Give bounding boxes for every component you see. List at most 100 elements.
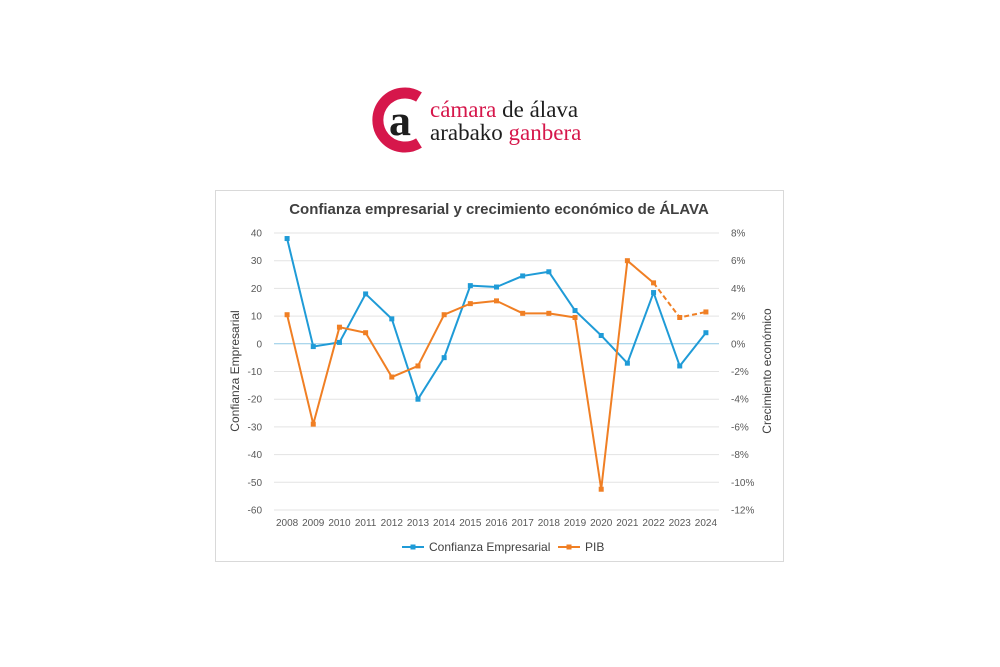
data-point bbox=[651, 280, 657, 286]
data-point bbox=[520, 310, 526, 316]
data-point bbox=[651, 290, 657, 296]
series bbox=[284, 236, 709, 492]
y-tick-label: -50 bbox=[248, 478, 263, 489]
chart-container: Confianza empresarial y crecimiento econ… bbox=[215, 190, 784, 562]
data-point bbox=[389, 374, 395, 380]
chart-svg: Confianza empresarial y crecimiento econ… bbox=[228, 201, 774, 554]
data-point bbox=[546, 269, 552, 275]
data-point bbox=[336, 324, 342, 330]
logo-text-ganbera: ganbera bbox=[508, 120, 582, 145]
y2-tick-label: -8% bbox=[731, 450, 749, 461]
y2-tick-label: -10% bbox=[731, 478, 754, 489]
data-point bbox=[677, 314, 683, 320]
data-point bbox=[415, 363, 421, 369]
y-tick-label: 30 bbox=[251, 256, 263, 267]
x-tick-label: 2017 bbox=[512, 518, 535, 529]
logo-line-2: arabako ganbera bbox=[430, 121, 581, 145]
y-tick-label: 20 bbox=[251, 284, 263, 295]
x-tick-label: 2021 bbox=[616, 518, 639, 529]
x-tick-label: 2019 bbox=[564, 518, 587, 529]
x-tick-label: 2014 bbox=[433, 518, 456, 529]
legend-item-confianza-empresarial: Confianza Empresarial bbox=[402, 540, 550, 554]
data-point bbox=[703, 309, 709, 315]
axes: 403020100-10-20-30-40-50-608%6%4%2%0%-2%… bbox=[248, 229, 755, 530]
data-point bbox=[624, 360, 630, 366]
y-tick-label: -10 bbox=[248, 367, 263, 378]
legend-label: PIB bbox=[585, 540, 604, 554]
x-tick-label: 2015 bbox=[459, 518, 482, 529]
y-tick-label: -20 bbox=[248, 395, 263, 406]
x-tick-label: 2012 bbox=[381, 518, 404, 529]
camara-alava-logo: a cámara de álava arabako ganbera bbox=[370, 85, 590, 160]
series-line bbox=[286, 238, 707, 401]
y2-tick-label: -12% bbox=[731, 506, 754, 517]
data-point bbox=[572, 314, 578, 320]
x-tick-label: 2016 bbox=[485, 518, 508, 529]
x-tick-label: 2020 bbox=[590, 518, 613, 529]
data-point bbox=[310, 421, 316, 427]
data-point bbox=[494, 284, 499, 290]
y2-tick-label: 6% bbox=[731, 256, 746, 267]
series-confianza-empresarial bbox=[284, 236, 709, 402]
chart-title: Confianza empresarial y crecimiento econ… bbox=[289, 201, 709, 218]
y2-tick-label: 0% bbox=[731, 339, 746, 350]
logo-text-camara: cámara bbox=[430, 97, 497, 122]
data-point bbox=[336, 339, 342, 345]
logo-text-de-alava: de álava bbox=[502, 97, 579, 122]
x-tick-label: 2023 bbox=[669, 518, 692, 529]
data-point bbox=[467, 283, 473, 289]
legend-marker bbox=[410, 544, 416, 550]
data-point bbox=[363, 330, 369, 336]
y-tick-label: -30 bbox=[248, 422, 263, 433]
logo-line-1: cámara de álava bbox=[430, 98, 578, 122]
legend-label: Confianza Empresarial bbox=[429, 540, 550, 554]
series-pib bbox=[284, 258, 709, 492]
y2-tick-label: 4% bbox=[731, 284, 746, 295]
data-point bbox=[310, 344, 316, 350]
data-point bbox=[546, 310, 552, 316]
y2-tick-label: -4% bbox=[731, 395, 749, 406]
y-tick-label: 0 bbox=[256, 339, 262, 350]
legend-marker bbox=[566, 544, 572, 550]
legend: Confianza Empresarial PIB bbox=[402, 540, 604, 554]
data-point bbox=[284, 312, 290, 318]
data-point bbox=[703, 330, 709, 336]
data-point bbox=[467, 301, 473, 307]
legend-item-pib: PIB bbox=[558, 540, 604, 554]
y-tick-label: -40 bbox=[248, 450, 263, 461]
data-point bbox=[598, 332, 604, 338]
y-tick-label: 10 bbox=[251, 312, 263, 323]
x-tick-label: 2008 bbox=[276, 518, 299, 529]
data-point bbox=[677, 363, 683, 369]
data-point bbox=[363, 291, 369, 297]
x-tick-label: 2013 bbox=[407, 518, 430, 529]
logo-text-arabako: arabako bbox=[430, 120, 503, 145]
y-axis-title: Confianza Empresarial bbox=[228, 310, 242, 431]
y-tick-label: 40 bbox=[251, 229, 263, 240]
data-point bbox=[389, 316, 395, 322]
data-point bbox=[415, 396, 421, 402]
x-tick-label: 2011 bbox=[355, 518, 377, 529]
y2-tick-label: -2% bbox=[731, 367, 749, 378]
y-tick-label: -60 bbox=[248, 506, 263, 517]
data-point bbox=[520, 273, 526, 279]
gridlines bbox=[274, 232, 719, 511]
data-point bbox=[441, 355, 447, 361]
y2-tick-label: 8% bbox=[731, 229, 746, 240]
camara-logo-mark-icon: a bbox=[372, 87, 422, 153]
y2-tick-label: -6% bbox=[731, 422, 749, 433]
x-tick-label: 2010 bbox=[328, 518, 351, 529]
y2-axis-title: Crecimiento económico bbox=[760, 308, 774, 434]
data-point bbox=[494, 298, 499, 304]
x-tick-label: 2022 bbox=[642, 518, 665, 529]
y2-tick-label: 2% bbox=[731, 312, 746, 323]
data-point bbox=[441, 312, 447, 318]
data-point bbox=[572, 308, 578, 314]
data-point bbox=[598, 486, 604, 492]
x-tick-label: 2009 bbox=[302, 518, 325, 529]
x-tick-label: 2024 bbox=[695, 518, 718, 529]
x-tick-label: 2018 bbox=[538, 518, 561, 529]
logo-letter: a bbox=[389, 96, 411, 145]
data-point bbox=[624, 258, 630, 264]
data-point bbox=[284, 236, 290, 242]
